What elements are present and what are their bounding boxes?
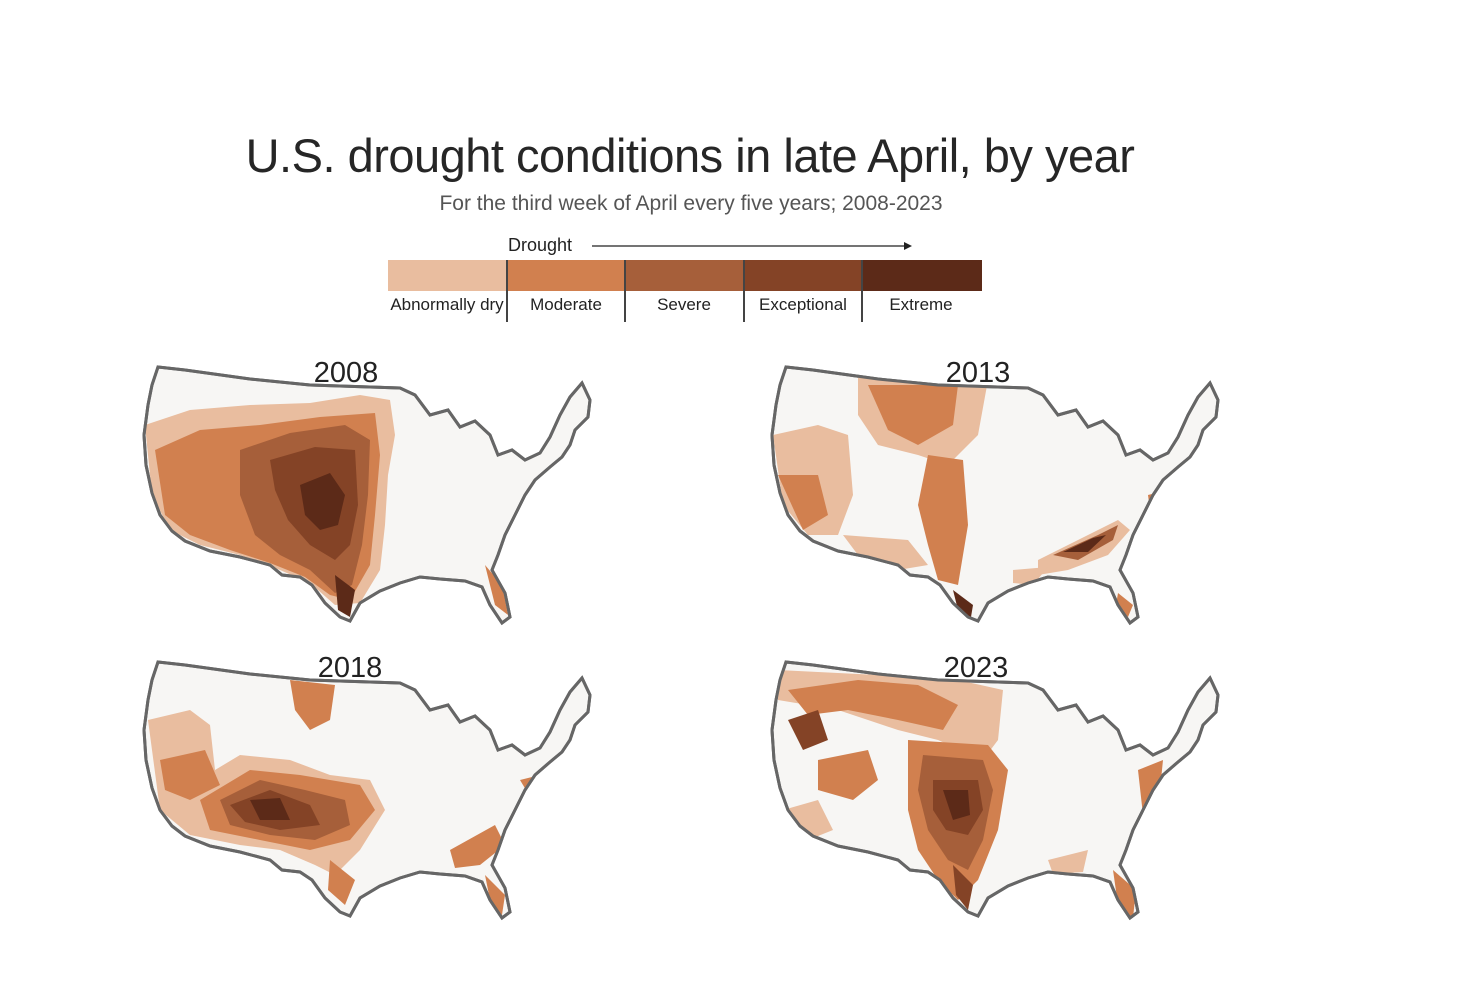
legend-label-moderate: Moderate — [530, 295, 602, 314]
map-year-label: 2008 — [313, 357, 379, 389]
legend-arrow-label: Drought — [508, 235, 573, 255]
legend-divider — [624, 260, 626, 322]
legend-color-bar — [388, 260, 982, 291]
us-map-2018 — [142, 660, 592, 921]
legend-divider — [743, 260, 745, 322]
map-panel-2013: 2013 — [758, 355, 1233, 630]
chart-title: U.S. drought conditions in late April, b… — [245, 129, 1135, 182]
legend-label-abnormally-dry: Abnormally dry — [390, 295, 504, 314]
legend-swatch-moderate — [506, 260, 626, 291]
map-panel-2023: 2023 — [758, 650, 1233, 930]
map-panel-2008: 2008 — [130, 355, 605, 630]
map-year-label: 2023 — [943, 652, 1009, 684]
us-map-2008 — [142, 365, 592, 626]
map-panel-2018: 2018 — [130, 650, 605, 925]
legend-divider — [506, 260, 508, 322]
legend-label-extreme: Extreme — [889, 295, 953, 314]
map-year-label: 2013 — [945, 357, 1011, 389]
legend-swatch-extreme — [863, 260, 982, 291]
drought-legend: Drought Abnormally dry Moderate Severe E… — [386, 232, 986, 342]
legend-swatch-abnormally-dry — [388, 260, 507, 291]
us-map-2013 — [770, 365, 1220, 626]
chart-subtitle: For the third week of April every five y… — [439, 192, 943, 215]
us-map-2023 — [770, 660, 1220, 921]
legend-label-severe: Severe — [657, 295, 711, 314]
legend-swatch-severe — [625, 260, 745, 291]
arrow-right-icon — [592, 242, 912, 250]
legend-swatch-exceptional — [744, 260, 864, 291]
map-year-label: 2018 — [317, 652, 383, 684]
legend-divider — [861, 260, 863, 322]
legend-label-exceptional: Exceptional — [759, 295, 847, 314]
